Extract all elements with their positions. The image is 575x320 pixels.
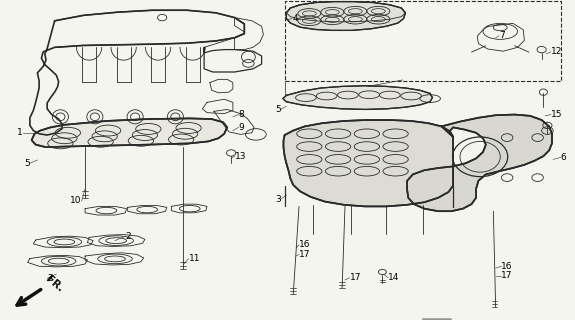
Text: 9: 9 xyxy=(239,123,244,132)
Text: 17: 17 xyxy=(501,271,513,280)
Polygon shape xyxy=(283,86,432,109)
Text: 6: 6 xyxy=(561,153,566,162)
Text: 16: 16 xyxy=(501,262,513,271)
Text: 1: 1 xyxy=(17,128,23,137)
Text: 2: 2 xyxy=(47,274,53,283)
Text: 4: 4 xyxy=(292,14,298,23)
Text: 5: 5 xyxy=(275,105,281,114)
Polygon shape xyxy=(407,115,552,211)
Text: 7: 7 xyxy=(499,31,505,40)
Text: 12: 12 xyxy=(551,47,562,56)
Text: 14: 14 xyxy=(388,273,400,282)
Text: 15: 15 xyxy=(551,110,562,119)
Text: 2: 2 xyxy=(125,232,131,241)
Text: 10: 10 xyxy=(70,196,82,205)
Text: 17: 17 xyxy=(350,273,361,282)
Text: 8: 8 xyxy=(239,110,244,119)
Text: 13: 13 xyxy=(235,152,246,161)
Polygon shape xyxy=(283,120,453,206)
Text: 17: 17 xyxy=(299,250,310,259)
Polygon shape xyxy=(286,2,405,30)
Bar xyxy=(285,1,561,81)
Text: 11: 11 xyxy=(189,254,200,263)
Text: 3: 3 xyxy=(275,195,281,204)
Text: 5: 5 xyxy=(24,159,30,168)
Text: FR.: FR. xyxy=(44,274,65,294)
Text: 16: 16 xyxy=(299,240,310,249)
Polygon shape xyxy=(32,118,227,147)
